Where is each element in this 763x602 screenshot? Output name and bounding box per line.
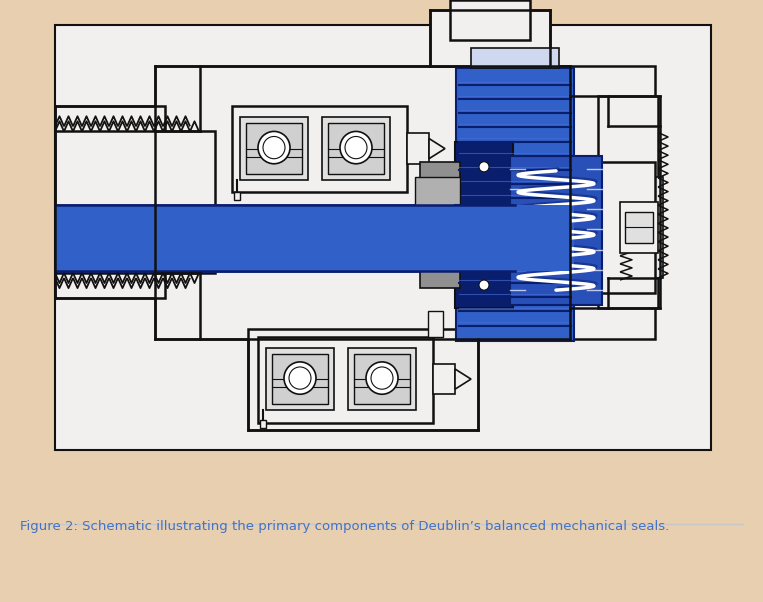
Bar: [55, 25, 711, 450]
Bar: [456, 205, 574, 271]
Bar: [415, 177, 460, 268]
Bar: [328, 123, 384, 174]
Bar: [455, 205, 513, 271]
Bar: [272, 354, 328, 405]
Bar: [155, 66, 570, 339]
Bar: [450, 0, 530, 40]
Bar: [258, 337, 433, 423]
Bar: [600, 162, 655, 293]
Polygon shape: [429, 138, 445, 159]
Bar: [428, 311, 443, 337]
Bar: [433, 364, 455, 394]
Bar: [55, 205, 515, 271]
Bar: [248, 329, 478, 430]
Bar: [354, 354, 410, 405]
Bar: [598, 177, 663, 278]
Bar: [240, 117, 308, 180]
Bar: [598, 96, 658, 308]
Bar: [232, 106, 407, 192]
Bar: [455, 141, 513, 308]
Bar: [246, 123, 302, 174]
Bar: [322, 117, 390, 180]
Circle shape: [284, 362, 316, 394]
Circle shape: [366, 362, 398, 394]
Circle shape: [289, 367, 311, 389]
Circle shape: [263, 137, 285, 159]
Bar: [234, 192, 240, 200]
Bar: [510, 156, 602, 305]
Circle shape: [345, 137, 367, 159]
Bar: [260, 420, 266, 427]
Bar: [266, 348, 334, 411]
Bar: [420, 162, 460, 288]
Bar: [407, 134, 429, 164]
Bar: [55, 205, 570, 271]
Circle shape: [340, 131, 372, 164]
Bar: [348, 348, 416, 411]
Bar: [625, 213, 653, 243]
Bar: [471, 48, 559, 68]
Bar: [55, 131, 215, 273]
Circle shape: [371, 367, 393, 389]
Circle shape: [258, 131, 290, 164]
Bar: [510, 66, 655, 339]
Circle shape: [479, 162, 489, 172]
Polygon shape: [455, 369, 471, 389]
Circle shape: [479, 280, 489, 290]
Bar: [456, 68, 574, 341]
Bar: [55, 106, 165, 298]
Bar: [620, 202, 658, 253]
Bar: [430, 10, 550, 66]
Text: Figure 2: Schematic illustrating the primary components of Deublin’s balanced me: Figure 2: Schematic illustrating the pri…: [20, 520, 669, 533]
